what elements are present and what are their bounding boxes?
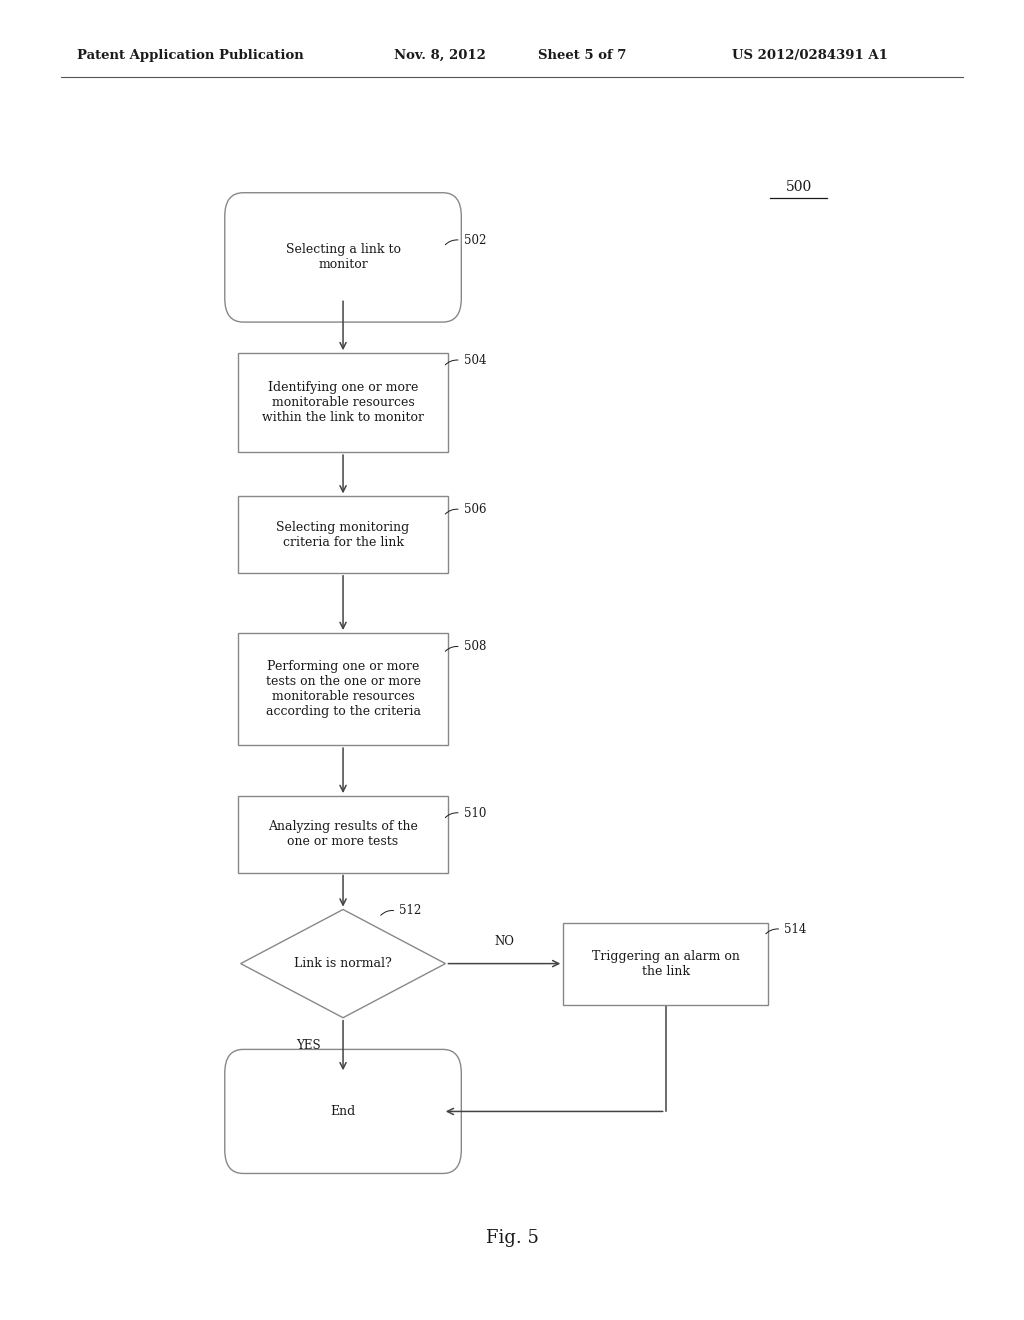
Text: Fig. 5: Fig. 5: [485, 1229, 539, 1247]
Text: Selecting a link to
monitor: Selecting a link to monitor: [286, 243, 400, 272]
Text: Nov. 8, 2012: Nov. 8, 2012: [394, 49, 486, 62]
Text: Patent Application Publication: Patent Application Publication: [77, 49, 303, 62]
FancyBboxPatch shape: [225, 1049, 461, 1173]
Text: 512: 512: [399, 904, 422, 917]
Text: End: End: [331, 1105, 355, 1118]
Text: Performing one or more
tests on the one or more
monitorable resources
according : Performing one or more tests on the one …: [265, 660, 421, 718]
Text: YES: YES: [296, 1039, 321, 1052]
Bar: [563, 923, 768, 1005]
Text: US 2012/0284391 A1: US 2012/0284391 A1: [732, 49, 888, 62]
Text: 510: 510: [464, 807, 486, 820]
Text: Link is normal?: Link is normal?: [294, 957, 392, 970]
Bar: [239, 796, 449, 873]
Text: 502: 502: [464, 234, 486, 247]
Text: 514: 514: [784, 923, 807, 936]
Polygon shape: [241, 909, 445, 1018]
Text: Selecting monitoring
criteria for the link: Selecting monitoring criteria for the li…: [276, 520, 410, 549]
Text: 500: 500: [785, 181, 812, 194]
Text: Analyzing results of the
one or more tests: Analyzing results of the one or more tes…: [268, 820, 418, 849]
Text: Triggering an alarm on
the link: Triggering an alarm on the link: [592, 949, 739, 978]
Text: NO: NO: [495, 935, 514, 948]
Text: 508: 508: [464, 640, 486, 653]
Text: Identifying one or more
monitorable resources
within the link to monitor: Identifying one or more monitorable reso…: [262, 381, 424, 424]
Text: 504: 504: [464, 354, 486, 367]
FancyBboxPatch shape: [225, 193, 461, 322]
Bar: [239, 634, 449, 744]
Text: Sheet 5 of 7: Sheet 5 of 7: [538, 49, 626, 62]
Bar: [239, 496, 449, 573]
Bar: [239, 354, 449, 451]
Text: 506: 506: [464, 503, 486, 516]
